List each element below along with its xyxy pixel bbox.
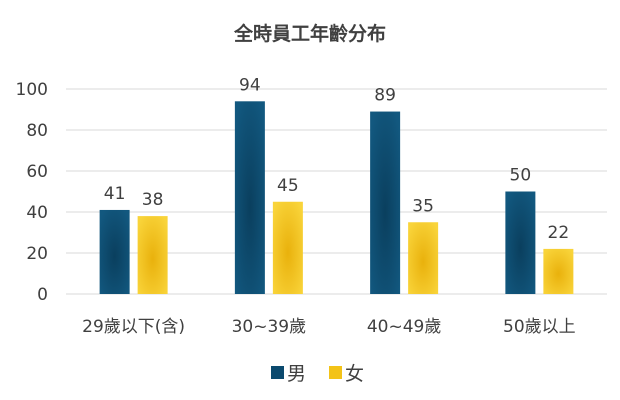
chart-title: 全時員工年齡分布 [233, 22, 386, 45]
data-label: 45 [277, 176, 299, 196]
y-tick-label: 40 [26, 203, 48, 223]
bars [99, 101, 574, 294]
data-label: 22 [548, 223, 570, 243]
bar-female [137, 216, 168, 294]
data-label: 89 [374, 86, 396, 106]
data-label: 41 [104, 184, 126, 204]
category-label: 30~39歲 [232, 317, 307, 337]
bar-female [408, 222, 439, 294]
y-tick-label: 0 [37, 285, 48, 305]
category-label: 29歲以下(含) [82, 317, 185, 337]
bar-male [99, 209, 130, 294]
data-label: 94 [239, 75, 261, 95]
legend-swatch-male [271, 366, 284, 379]
category-label: 50歲以上 [503, 317, 576, 337]
bar-female [543, 248, 574, 294]
data-label: 50 [510, 166, 532, 186]
bar-male [234, 101, 265, 294]
bar-male [370, 111, 401, 294]
data-labels: 41 38 94 45 89 35 50 22 [104, 75, 569, 243]
bar-male [505, 191, 536, 294]
data-label: 38 [142, 190, 164, 210]
legend-swatch-female [329, 366, 342, 379]
category-label: 40~49歲 [367, 317, 442, 337]
bar-female [272, 201, 303, 294]
data-label: 35 [412, 196, 434, 216]
y-axis-ticks: 0 20 40 60 80 100 [16, 80, 48, 305]
y-tick-label: 100 [16, 80, 48, 100]
legend-label: 男 [287, 363, 306, 385]
y-tick-label: 80 [26, 121, 48, 141]
y-tick-label: 20 [26, 244, 48, 264]
legend-label: 女 [345, 363, 364, 385]
legend: 男女 [271, 363, 364, 385]
y-tick-label: 60 [26, 162, 48, 182]
x-axis-categories: 29歲以下(含) 30~39歲 40~49歲 50歲以上 [82, 317, 576, 337]
